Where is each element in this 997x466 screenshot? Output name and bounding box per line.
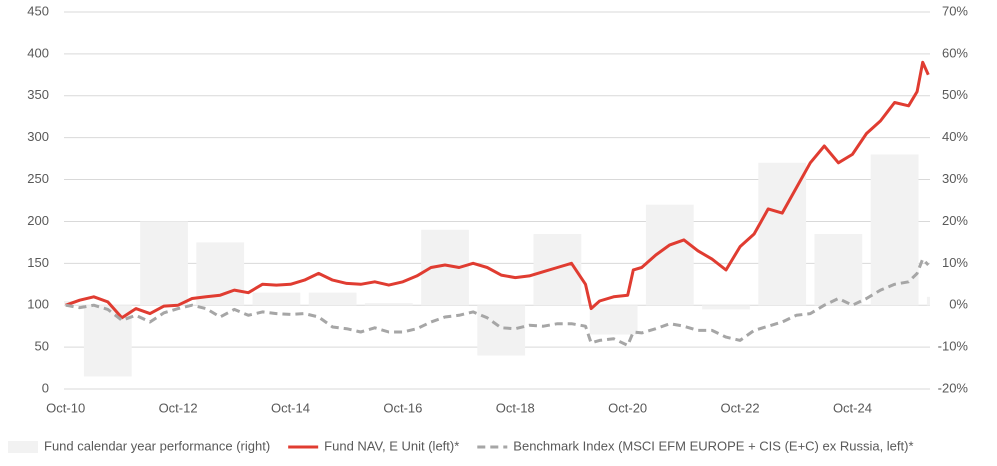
- x-tick-label: Oct-12: [159, 400, 198, 415]
- y-tick-label: 400: [27, 45, 49, 60]
- bar: [870, 154, 919, 306]
- y2-tick-label: -10%: [938, 339, 969, 354]
- legend-label: Fund calendar year performance (right): [44, 438, 270, 453]
- y2-tick-label: 30%: [942, 171, 968, 186]
- y-tick-label: 0: [42, 380, 49, 395]
- y2-tick-label: -20%: [938, 380, 969, 395]
- bar: [252, 292, 301, 306]
- y2-tick-label: 50%: [942, 87, 968, 102]
- y-tick-label: 450: [27, 3, 49, 18]
- y-tick-label: 50: [35, 339, 49, 354]
- y-tick-label: 250: [27, 171, 49, 186]
- bar: [140, 221, 188, 306]
- x-tick-label: Oct-24: [833, 400, 872, 415]
- y2-tick-label: 60%: [942, 45, 968, 60]
- legend-swatch: [8, 441, 38, 453]
- x-tick-label: Oct-14: [271, 400, 310, 415]
- x-tick-label: Oct-18: [496, 400, 535, 415]
- bar: [533, 234, 582, 306]
- legend-label: Fund NAV, E Unit (left)*: [324, 438, 459, 453]
- y-tick-label: 300: [27, 129, 49, 144]
- line: [65, 257, 930, 347]
- bar: [364, 303, 413, 306]
- bar: [926, 296, 930, 306]
- y2-tick-label: 40%: [942, 129, 968, 144]
- y-tick-label: 100: [27, 297, 49, 312]
- y-tick-label: 150: [27, 255, 49, 270]
- x-tick-label: Oct-20: [608, 400, 647, 415]
- x-tick-label: Oct-22: [721, 400, 760, 415]
- bar: [702, 305, 750, 310]
- x-tick-label: Oct-16: [383, 400, 422, 415]
- bar-layer: [64, 154, 930, 377]
- legend-label: Benchmark Index (MSCI EFM EUROPE + CIS (…: [513, 438, 913, 453]
- y2-tick-label: 10%: [942, 255, 968, 270]
- x-tick-label: Oct-10: [46, 400, 85, 415]
- bar: [477, 305, 526, 356]
- y2-tick-label: 0%: [949, 297, 968, 312]
- bar: [308, 292, 357, 306]
- bar: [589, 305, 638, 335]
- y2-tick-label: 70%: [942, 3, 968, 18]
- bar: [814, 234, 863, 306]
- y-tick-label: 200: [27, 213, 49, 228]
- y2-tick-label: 20%: [942, 213, 968, 228]
- line: [65, 60, 930, 320]
- y-tick-label: 350: [27, 87, 49, 102]
- bar: [645, 204, 694, 306]
